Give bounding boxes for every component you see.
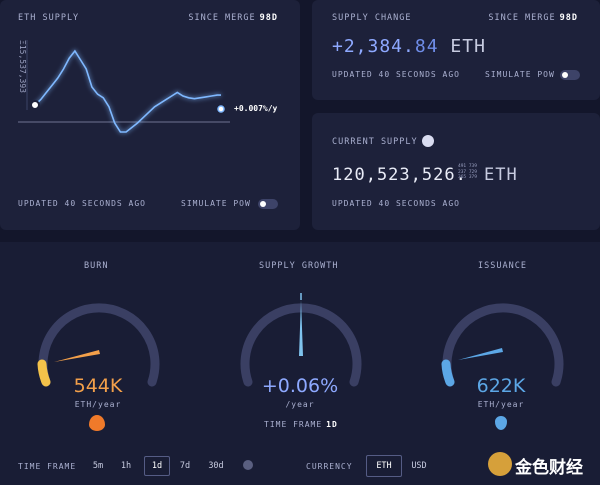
eth-supply-title: ETH SUPPLY (18, 13, 80, 23)
fire-icon[interactable] (243, 460, 253, 470)
supply-change-title: SUPPLY CHANGE (332, 13, 412, 23)
burn-title: BURN (84, 261, 109, 271)
current-supply-card: CURRENT SUPPLY 120,523,526. 491 739 237 7… (312, 113, 600, 230)
supply-micro-digits: 491 739 237 729 365 379 (458, 164, 477, 180)
watermark-logo-icon (488, 452, 512, 476)
supply-growth-value: +0.06% (261, 375, 339, 397)
issuance-value: 622K (476, 375, 526, 397)
current-supply-value: 120,523,526. (332, 165, 467, 185)
burn-value: 544K (73, 375, 123, 397)
growth-time-frame: TIME FRAME 1d (264, 420, 338, 429)
peak-label: Ξ15,537,393 (18, 40, 27, 93)
current-supply-title: CURRENT SUPPLY (332, 137, 418, 147)
supply-chart (18, 40, 230, 133)
time-frame-7d[interactable]: 7d (179, 461, 191, 471)
current-supply-unit: ETH (484, 165, 518, 185)
supply-growth-title: SUPPLY GROWTH (259, 261, 339, 271)
since-merge-label: SINCE MERGE 98d (488, 13, 578, 23)
issuance-title: ISSUANCE (478, 261, 527, 271)
supply-change-card: SUPPLY CHANGE SINCE MERGE 98d +2,384.84 E… (312, 0, 600, 100)
eth-supply-card: ETH SUPPLY SINCE MERGE 98d Ξ15,537,393 +0… (0, 0, 300, 230)
supply-growth-unit: /year (285, 400, 315, 409)
rate-label: +0.007%/y (234, 104, 278, 113)
time-frame-5m[interactable]: 5m (92, 461, 104, 471)
watermark-text: 金色财经 (515, 458, 583, 478)
updated-text: UPDATED 40 SECONDS AGO (332, 199, 460, 208)
droplet-icon (495, 416, 507, 430)
supply-change-value: +2,384.84 ETH (332, 36, 486, 57)
ultrasound-icon (422, 135, 434, 147)
start-dot (30, 100, 40, 110)
burn-gauge (37, 303, 160, 387)
currency-usd[interactable]: USD (411, 461, 427, 471)
simulate-pow-toggle[interactable] (560, 70, 580, 80)
gauges-panel: BURN 544K ETH/year SUPPLY GROWTH +0.06% … (0, 242, 600, 485)
time-frame-1d[interactable]: 1d (144, 456, 170, 476)
time-frame-label: TIME FRAME (18, 462, 77, 471)
simulate-pow-label: SIMULATE PoW (181, 199, 251, 208)
fire-icon (89, 415, 105, 431)
updated-text: UPDATED 40 SECONDS AGO (18, 199, 146, 208)
updated-text: UPDATED 40 SECONDS AGO (332, 70, 460, 79)
currency-eth[interactable]: ETH (366, 455, 402, 477)
supply-line (34, 49, 221, 133)
end-dot (217, 105, 225, 113)
time-frame-30d[interactable]: 30d (208, 461, 224, 471)
issuance-gauge (441, 303, 564, 387)
issuance-unit: ETH/year (477, 400, 525, 409)
since-merge-label: SINCE MERGE 98d (188, 13, 278, 23)
burn-unit: ETH/year (74, 400, 122, 409)
supply-growth-gauge (240, 293, 362, 387)
currency-label: CURRENCY (306, 462, 353, 471)
simulate-pow-toggle[interactable] (258, 199, 278, 209)
time-frame-1h[interactable]: 1h (120, 461, 132, 471)
simulate-pow-label: SIMULATE PoW (485, 70, 555, 79)
